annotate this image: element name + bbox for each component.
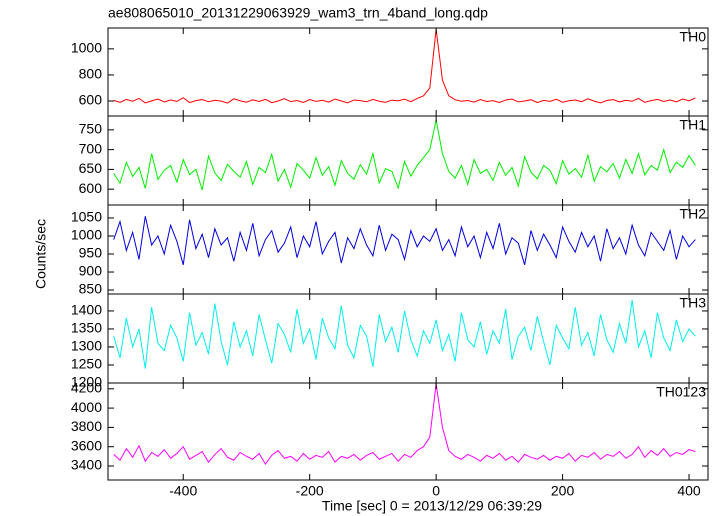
light-curve [113, 216, 696, 265]
y-tick-label: 4200 [71, 379, 102, 395]
x-tick-label: 200 [551, 483, 575, 499]
panel-label: TH0 [680, 29, 707, 45]
y-tick-label: 3400 [71, 457, 102, 473]
y-tick-label: 600 [79, 180, 103, 196]
panel-frame [107, 27, 709, 117]
y-tick-label: 1250 [71, 356, 102, 372]
y-tick-label: 1000 [71, 227, 102, 243]
panel-label: TH3 [680, 295, 707, 311]
light-curve [113, 29, 696, 104]
panel-frame [107, 204, 709, 295]
y-tick-label: 700 [79, 140, 103, 156]
y-tick-label: 1400 [71, 302, 102, 318]
panel-label: TH1 [680, 117, 707, 133]
y-tick-label: 750 [79, 121, 103, 137]
y-tick-label: 850 [79, 281, 103, 297]
x-tick-label: -400 [169, 483, 197, 499]
y-tick-label: 3800 [71, 418, 102, 434]
y-tick-label: 650 [79, 160, 103, 176]
x-tick-label: -200 [296, 483, 324, 499]
light-curve [113, 383, 696, 465]
light-curve [113, 119, 696, 191]
y-tick-label: 1300 [71, 338, 102, 354]
y-tick-label: 1000 [71, 40, 102, 56]
x-tick-label: 400 [677, 483, 701, 499]
chart-title: ae808065010_20131229063929_wam3_trn_4ban… [108, 5, 488, 21]
y-tick-label: 800 [79, 66, 103, 82]
x-axis-label: Time [sec] 0 = 2013/12/29 06:39:29 [322, 498, 542, 514]
y-tick-label: 1050 [71, 209, 102, 225]
y-tick-label: 3600 [71, 437, 102, 453]
y-tick-label: 1350 [71, 320, 102, 336]
y-axis-label: Counts/sec [33, 219, 49, 289]
panel-frame [107, 293, 709, 384]
panel-label: TH2 [680, 206, 707, 222]
panel-frame [107, 382, 709, 481]
y-tick-label: 1200 [71, 374, 102, 390]
y-tick-label: 4000 [71, 399, 102, 415]
y-tick-label: 900 [79, 263, 103, 279]
y-tick-label: 600 [79, 92, 103, 108]
light-curve [113, 300, 696, 369]
x-tick-label: 0 [432, 483, 440, 499]
panel-frame [107, 115, 709, 206]
y-tick-label: 950 [79, 245, 103, 261]
panel-label: TH0123 [656, 384, 706, 400]
